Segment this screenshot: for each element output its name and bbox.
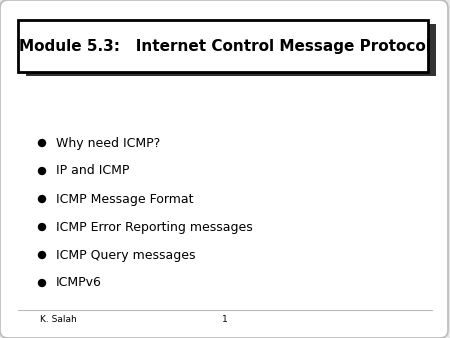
Circle shape [39,223,45,231]
Circle shape [39,168,45,174]
Circle shape [39,251,45,259]
Circle shape [39,140,45,146]
Text: ICMP Query messages: ICMP Query messages [56,248,195,262]
Text: ICMP Error Reporting messages: ICMP Error Reporting messages [56,220,253,234]
Text: 1: 1 [222,315,228,324]
Text: Why need ICMP?: Why need ICMP? [56,137,160,149]
Text: K. Salah: K. Salah [40,315,77,324]
Text: Module 5.3:   Internet Control Message Protocol: Module 5.3: Internet Control Message Pro… [19,39,431,53]
Text: IP and ICMP: IP and ICMP [56,165,130,177]
Bar [18,20,428,72]
Bar [26,24,436,76]
Circle shape [39,195,45,202]
Text: ICMP Message Format: ICMP Message Format [56,193,194,206]
Text: ICMPv6: ICMPv6 [56,276,102,290]
Circle shape [39,280,45,287]
